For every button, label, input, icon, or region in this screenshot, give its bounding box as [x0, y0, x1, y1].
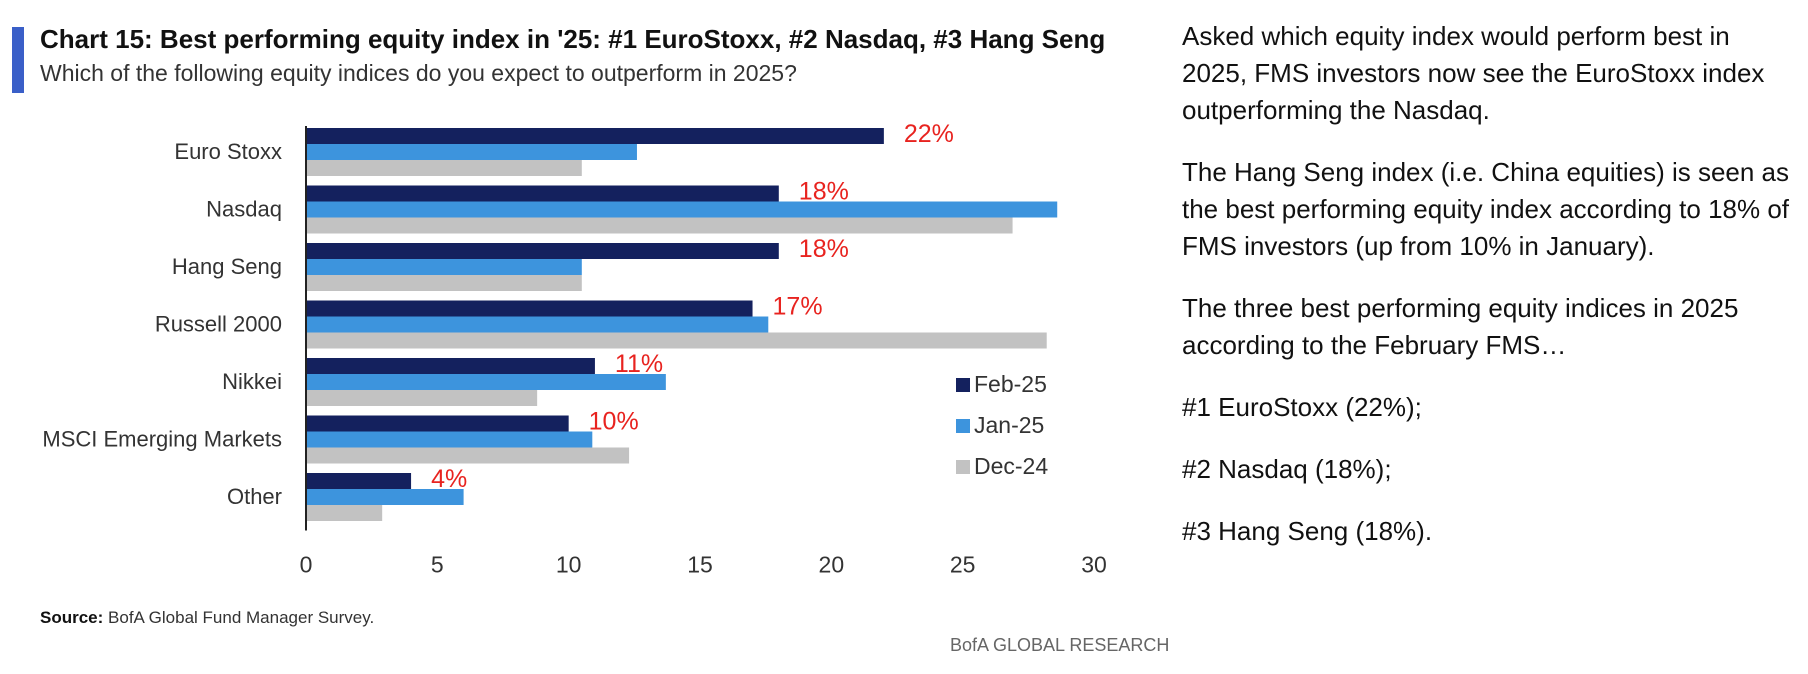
commentary-paragraph: #3 Hang Seng (18%). [1182, 516, 1433, 546]
bar [306, 275, 582, 291]
commentary-panel: Asked which equity index would perform b… [1182, 18, 1792, 575]
bar [306, 185, 779, 202]
bar [306, 431, 593, 448]
data-label: 17% [773, 293, 823, 321]
data-label: 11% [615, 350, 663, 378]
bar-chart: Euro Stoxx 22% Nasdaq 18% Hang Seng 18% Russel… [42, 120, 1107, 578]
bar [306, 259, 582, 275]
title-accent-bar [12, 27, 24, 93]
bar [306, 505, 383, 521]
category-label: Nikkei [222, 369, 282, 394]
brand-footer: BofA GLOBAL RESEARCH [950, 635, 1170, 655]
category-label: Russell 2000 [155, 312, 282, 337]
data-label: 4% [431, 465, 467, 493]
x-tick-label: 15 [687, 552, 713, 578]
legend-swatch [956, 378, 970, 392]
bar [306, 144, 637, 160]
data-label: 18% [799, 235, 849, 263]
commentary-paragraph: The Hang Seng index (i.e. China equities… [1182, 157, 1790, 261]
bar [306, 300, 753, 317]
bar [306, 160, 582, 176]
bar [306, 447, 630, 464]
bar [306, 243, 779, 259]
bar [306, 489, 464, 505]
x-tick-label: 20 [819, 552, 845, 578]
commentary-paragraph: The three best performing equity indices… [1182, 293, 1739, 360]
x-tick-label: 25 [950, 552, 976, 578]
bar [306, 332, 1047, 349]
bar [306, 358, 595, 374]
data-label: 18% [799, 178, 849, 206]
category-label: Nasdaq [206, 197, 282, 222]
bar [306, 473, 412, 489]
legend-label: Feb-25 [974, 371, 1047, 397]
data-label: 22% [904, 120, 954, 148]
source-label: Source: [40, 608, 104, 627]
x-tick-label: 0 [300, 552, 313, 578]
x-tick-label: 10 [556, 552, 582, 578]
legend-swatch [956, 419, 970, 433]
category-label: Hang Seng [172, 254, 282, 279]
bar [306, 316, 769, 333]
bar [306, 374, 666, 390]
legend-swatch [956, 460, 970, 474]
bar [306, 415, 569, 432]
data-label: 10% [589, 408, 639, 436]
bar [306, 390, 538, 406]
chart-subtitle: Which of the following equity indices do… [40, 60, 797, 86]
source-note: Source: BofA Global Fund Manager Survey. [40, 608, 374, 628]
commentary-paragraph: #1 EuroStoxx (22%); [1182, 392, 1422, 422]
bar [306, 217, 1013, 234]
bar [306, 128, 884, 144]
x-tick-label: 5 [431, 552, 444, 578]
commentary-paragraph: Asked which equity index would perform b… [1182, 21, 1765, 125]
bar [306, 201, 1058, 218]
chart-title: Chart 15: Best performing equity index i… [40, 24, 1106, 54]
category-label: Euro Stoxx [174, 139, 282, 164]
legend-label: Jan-25 [974, 412, 1044, 438]
source-text: BofA Global Fund Manager Survey. [108, 608, 375, 627]
category-label: MSCI Emerging Markets [42, 427, 282, 452]
commentary-paragraph: #2 Nasdaq (18%); [1182, 454, 1392, 484]
x-tick-label: 30 [1081, 552, 1107, 578]
category-label: Other [227, 484, 282, 509]
legend-label: Dec-24 [974, 453, 1048, 479]
